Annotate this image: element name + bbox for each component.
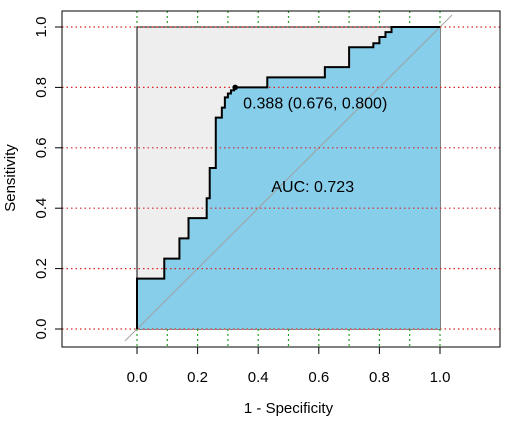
auc-label: AUC: 0.723 [271,179,354,196]
y-tick-label: 0.0 [33,319,50,340]
x-tick-label: 0.2 [187,369,208,386]
roc-curve [136,26,440,329]
diagonal-reference-line [124,14,453,342]
x-axis-label: 1 - Specificity [244,400,334,417]
x-tick-label: 0.6 [308,369,329,386]
y-tick-label: 0.4 [33,198,50,219]
x-tick-label: 0.4 [248,369,269,386]
threshold-point [232,84,238,91]
y-axis-label: Sensitivity [2,144,19,212]
x-axis: 0.0 0.2 0.4 0.6 0.8 1.0 [127,346,451,386]
y-tick-label: 0.8 [33,77,50,98]
y-tick-label: 0.2 [33,258,50,279]
plot-inner [62,11,500,347]
y-tick-label: 0.6 [33,137,50,158]
y-tick-label: 1.0 [33,17,50,38]
x-tick-label: 0.8 [369,369,390,386]
threshold-label: 0.388 (0.676, 0.800) [243,95,387,112]
y-axis: 0.0 0.2 0.4 0.6 0.8 1.0 [33,17,63,340]
x-tick-label: 1.0 [430,369,451,386]
plot-area: 0.0 0.2 0.4 0.6 0.8 1.0 0.0 0.2 0.4 0.6 0.8 1.0 [33,10,501,386]
x-tick-label: 0.0 [127,369,148,386]
